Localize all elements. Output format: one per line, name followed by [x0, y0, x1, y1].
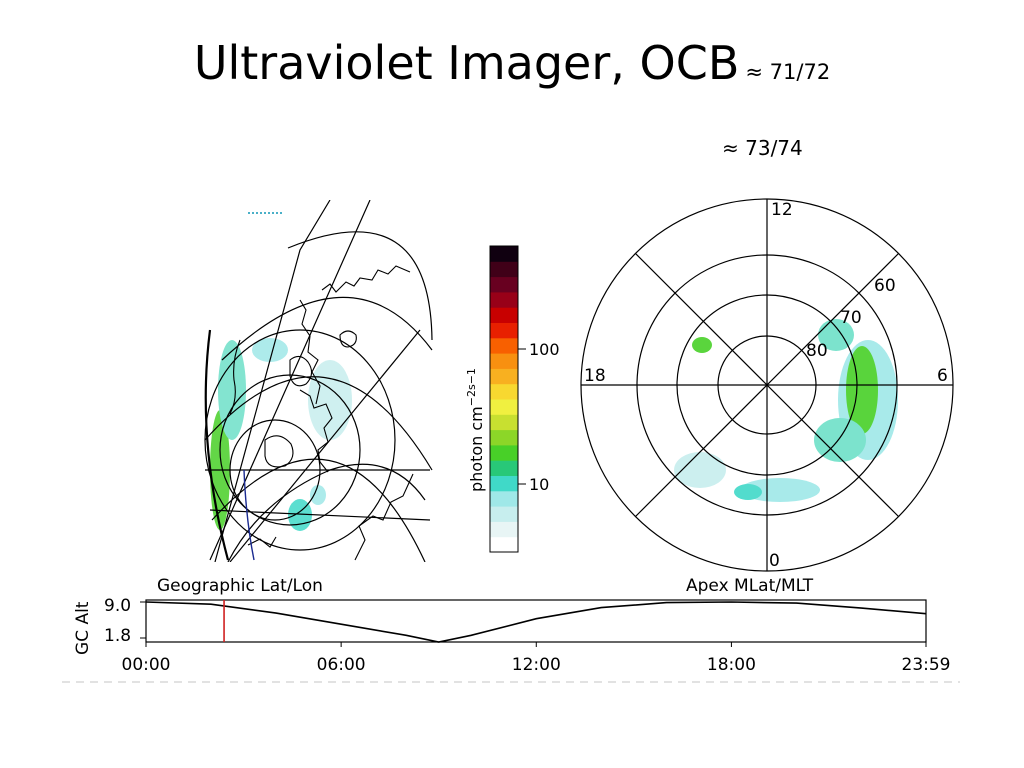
- altitude-frame: [145, 599, 927, 643]
- mlt-label-6: 6: [937, 366, 948, 386]
- altitude-strip: 9.0 1.8 GC Alt 00:00 06:00 12:00 18:00 23:59: [73, 596, 951, 675]
- title-annotation: ≈ 71/72: [745, 60, 831, 84]
- colorbar-cell: [490, 368, 518, 385]
- colorbar: 100 10 photon cm−2s−1: [465, 245, 560, 553]
- colorbar-cell: [490, 536, 518, 553]
- colorbar-cell: [490, 276, 518, 293]
- polar-emission: [674, 319, 898, 502]
- mlt-label-12: 12: [771, 200, 793, 220]
- slide-title: Ultraviolet Imager, OCB ≈ 71/72: [0, 28, 1024, 107]
- geo-limb: [204, 329, 230, 561]
- mlt-label-18: 18: [584, 366, 606, 386]
- colorbar-label-exp2: s: [465, 384, 478, 390]
- colorbar-cell: [490, 506, 518, 522]
- colorbar-cell: [490, 414, 518, 431]
- colorbar-cell: [490, 490, 518, 507]
- altitude-xtick-label: 00:00: [122, 655, 171, 675]
- altitude-xtick-label: 18:00: [707, 655, 756, 675]
- colorbar-cell: [490, 521, 518, 538]
- geo-graticule: [204, 200, 433, 562]
- geo-coastlines: [229, 265, 414, 561]
- altitude-series-line: [145, 601, 927, 643]
- colorbar-cell: [490, 246, 518, 262]
- polar-grid: [580, 198, 954, 572]
- altitude-xtick-label: 23:59: [902, 655, 951, 675]
- svg-text:photon cm−2s−1: photon cm−2s−1: [465, 368, 486, 492]
- altitude-ylabel: GC Alt: [73, 601, 93, 655]
- altitude-ytick-label-1-8: 1.8: [104, 626, 131, 646]
- title-text: Ultraviolet Imager, OCB: [193, 36, 740, 90]
- colorbar-tick-label-10: 10: [529, 475, 549, 494]
- mlat-label-60: 60: [874, 276, 896, 296]
- colorbar-cell: [490, 337, 518, 354]
- colorbar-cell: [490, 383, 518, 400]
- mlat-label-80: 80: [806, 341, 828, 361]
- geo-map: [204, 200, 433, 562]
- colorbar-cell: [490, 322, 518, 339]
- colorbar-cells: [490, 246, 518, 553]
- colorbar-label-text: photon cm: [467, 406, 486, 492]
- colorbar-cell: [490, 444, 518, 461]
- mlat-label-70: 70: [840, 308, 862, 328]
- colorbar-cell: [490, 399, 518, 415]
- geo-caption: Geographic Lat/Lon: [157, 576, 323, 596]
- colorbar-frame: [489, 245, 519, 553]
- colorbar-cell: [490, 353, 518, 369]
- altitude-ytick-label-9: 9.0: [104, 596, 131, 616]
- annotation-right: ≈ 73/74: [722, 136, 803, 160]
- colorbar-cell: [490, 291, 518, 308]
- mlt-label-0: 0: [769, 551, 780, 571]
- colorbar-label-exp3: −1: [465, 368, 478, 384]
- colorbar-cell: [490, 460, 518, 476]
- altitude-xtick-label: 06:00: [317, 655, 366, 675]
- altitude-xtick-label: 12:00: [512, 655, 561, 675]
- colorbar-label: photon cm−2s−1: [465, 368, 486, 492]
- colorbar-label-exp1: −2: [465, 390, 478, 406]
- altitude-xticks: 00:00 06:00 12:00 18:00 23:59: [122, 642, 951, 675]
- polar-plot: 12 18 6 0 60 70 80: [580, 198, 954, 572]
- geo-track: [243, 469, 255, 561]
- colorbar-cell: [490, 261, 518, 278]
- colorbar-cell: [490, 307, 518, 323]
- polar-caption: Apex MLat/MLT: [686, 576, 814, 596]
- colorbar-cell: [490, 429, 518, 446]
- colorbar-tick-label-100: 100: [529, 340, 560, 359]
- colorbar-cell: [490, 475, 518, 492]
